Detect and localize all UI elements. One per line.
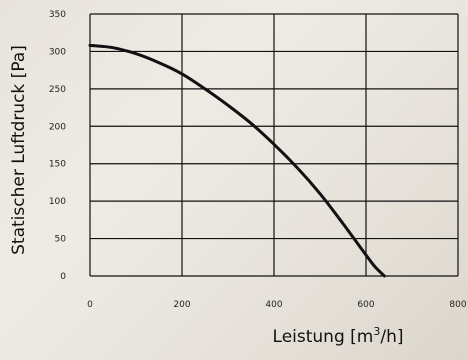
y-tick-label: 250 xyxy=(49,85,66,95)
x-tick-label: 0 xyxy=(87,300,93,310)
y-tick-label: 0 xyxy=(60,272,66,282)
pressure-curve-line xyxy=(88,43,386,278)
x-tick-label: 200 xyxy=(173,300,190,310)
y-tick-label: 200 xyxy=(49,122,66,132)
y-tick-label: 100 xyxy=(49,197,66,207)
x-tick-labels: 0 200 400 600 800 xyxy=(87,300,467,310)
y-tick-label: 50 xyxy=(55,235,67,245)
grid-lines xyxy=(89,13,459,277)
y-tick-label: 350 xyxy=(49,10,66,20)
x-axis-label: Leistung [m3/h] xyxy=(273,325,404,347)
y-tick-label: 150 xyxy=(49,160,66,170)
y-axis-label: Statischer Luftdruck [Pa] xyxy=(9,45,29,255)
y-tick-label: 300 xyxy=(49,47,66,57)
x-tick-label: 400 xyxy=(265,300,282,310)
x-tick-label: 800 xyxy=(449,300,466,310)
x-tick-label: 600 xyxy=(357,300,374,310)
y-tick-labels: 0 50 100 150 200 250 300 350 xyxy=(49,10,66,282)
